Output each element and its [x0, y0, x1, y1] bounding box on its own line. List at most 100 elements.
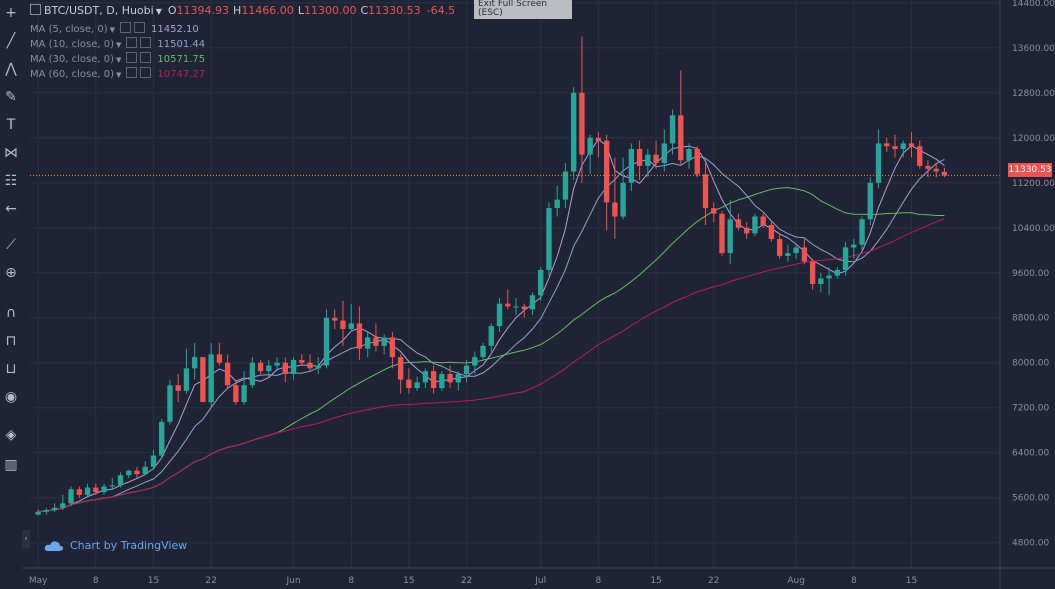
candle: [175, 373, 181, 403]
candle-body: [620, 182, 626, 217]
magnet-icon[interactable]: ∩: [5, 305, 17, 321]
candle-body: [200, 357, 206, 403]
candle-body: [686, 149, 692, 161]
candle: [711, 202, 717, 223]
pattern-icon[interactable]: ⋈: [4, 145, 18, 161]
brush-icon[interactable]: ✎: [5, 89, 17, 105]
candle-body: [818, 278, 824, 284]
tradingview-brand[interactable]: Chart by TradingView: [44, 539, 187, 552]
candle-body: [348, 323, 354, 329]
candle-body: [167, 385, 173, 422]
candle-body: [768, 224, 775, 240]
candle: [546, 202, 552, 276]
candle-body: [315, 365, 321, 369]
candle: [933, 163, 939, 178]
symbol-name[interactable]: BTC/USDT, D, Huobi: [44, 4, 154, 17]
candle: [348, 303, 354, 332]
candle: [834, 267, 841, 279]
candle: [752, 213, 758, 237]
settings-icon[interactable]: [126, 52, 138, 63]
candle-body: [76, 489, 82, 495]
ma-line: [38, 155, 945, 513]
candle: [776, 233, 783, 259]
candle-body: [332, 317, 338, 321]
ma-5-label: MA (5, close, 0): [30, 24, 108, 35]
candle: [356, 306, 363, 360]
text-icon[interactable]: T: [6, 117, 16, 133]
price-tick-label: 7200.00: [1012, 404, 1049, 414]
trash-icon[interactable]: ▥: [4, 457, 18, 473]
ma-30-legend[interactable]: MA (30, close, 0) ▼ 10571.75: [30, 52, 205, 65]
lock-icon[interactable]: ⊓: [5, 333, 17, 349]
candle: [233, 379, 239, 405]
last-price-label: 11330.53: [1008, 163, 1052, 177]
ma-60-legend[interactable]: MA (60, close, 0) ▼ 10747.27: [30, 67, 205, 80]
high-label: H: [233, 4, 242, 17]
high-value: 11466.00: [241, 4, 294, 17]
candle: [521, 303, 527, 318]
settings-icon[interactable]: [120, 22, 132, 33]
candle: [472, 351, 478, 374]
candle-body: [719, 213, 725, 254]
close-icon[interactable]: [134, 22, 146, 33]
chevron-down-icon[interactable]: ▼: [109, 26, 116, 34]
price-tick-label: 12800.00: [1012, 89, 1055, 99]
settings-icon[interactable]: [126, 37, 138, 48]
collapse-toolbar-button[interactable]: ‹: [22, 530, 30, 548]
unlock-icon[interactable]: ⊔: [5, 361, 17, 377]
candle-body: [727, 219, 733, 254]
ma-5-legend[interactable]: MA (5, close, 0) ▼ 11452.10: [30, 22, 199, 35]
candle-body: [834, 269, 841, 276]
candle: [900, 140, 906, 158]
candle: [768, 222, 775, 242]
pitchfork-icon[interactable]: ⋀: [5, 61, 17, 77]
candle: [513, 298, 519, 315]
candle: [35, 508, 41, 516]
candle-body: [645, 154, 651, 166]
chevron-down-icon[interactable]: ▼: [155, 7, 162, 16]
candle-body: [447, 373, 453, 383]
candles: [35, 36, 948, 516]
chevron-down-icon[interactable]: ▼: [116, 41, 122, 49]
symbol-legend: BTC/USDT, D, Huobi ▼ O11394.93 H11466.00 L11…: [30, 4, 455, 17]
chevron-down-icon[interactable]: ▼: [116, 71, 122, 79]
candle-body: [84, 487, 91, 495]
candle-body: [925, 165, 931, 169]
ma-5-value: 11452.10: [151, 24, 199, 35]
layers-icon[interactable]: ◈: [5, 427, 17, 443]
ma-10-legend[interactable]: MA (10, close, 0) ▼ 11501.44: [30, 37, 205, 50]
back-arrow-icon[interactable]: ←: [5, 201, 17, 217]
candle: [422, 368, 429, 389]
candle: [216, 343, 223, 366]
candle-body: [851, 244, 857, 248]
candle-body: [669, 115, 676, 144]
fib-icon[interactable]: ☷: [4, 173, 18, 189]
price-tick-label: 4800.00: [1012, 539, 1049, 549]
candle-body: [414, 382, 420, 389]
chevron-down-icon[interactable]: ▼: [116, 56, 122, 64]
close-icon[interactable]: [140, 67, 152, 78]
crosshair-icon[interactable]: +: [5, 5, 17, 21]
ruler-icon[interactable]: ⟋: [6, 237, 16, 253]
candle: [505, 289, 511, 310]
candle-body: [908, 143, 915, 147]
candle-body: [809, 261, 816, 284]
settings-icon[interactable]: [126, 67, 138, 78]
price-tick-label: 9600.00: [1012, 269, 1049, 279]
eye-icon[interactable]: ◉: [4, 389, 18, 405]
candle: [150, 449, 157, 470]
zoom-in-icon[interactable]: ⊕: [5, 265, 17, 281]
drawing-toolbar: + ╱ ⋀ ✎ T ⋈ ☷ ← ⟋ ⊕ ∩ ⊓ ⊔ ◉ ◈ ▥: [0, 0, 22, 589]
close-icon[interactable]: [140, 37, 152, 48]
close-icon[interactable]: [140, 52, 152, 63]
candle-body: [266, 365, 272, 372]
candle-body: [521, 306, 527, 310]
candle: [620, 157, 626, 220]
candle-body: [884, 143, 890, 147]
candle: [159, 418, 165, 459]
collapse-legend-icon[interactable]: [30, 4, 41, 15]
trend-line-icon[interactable]: ╱: [6, 33, 16, 49]
candle: [93, 483, 99, 495]
candle: [702, 163, 709, 225]
